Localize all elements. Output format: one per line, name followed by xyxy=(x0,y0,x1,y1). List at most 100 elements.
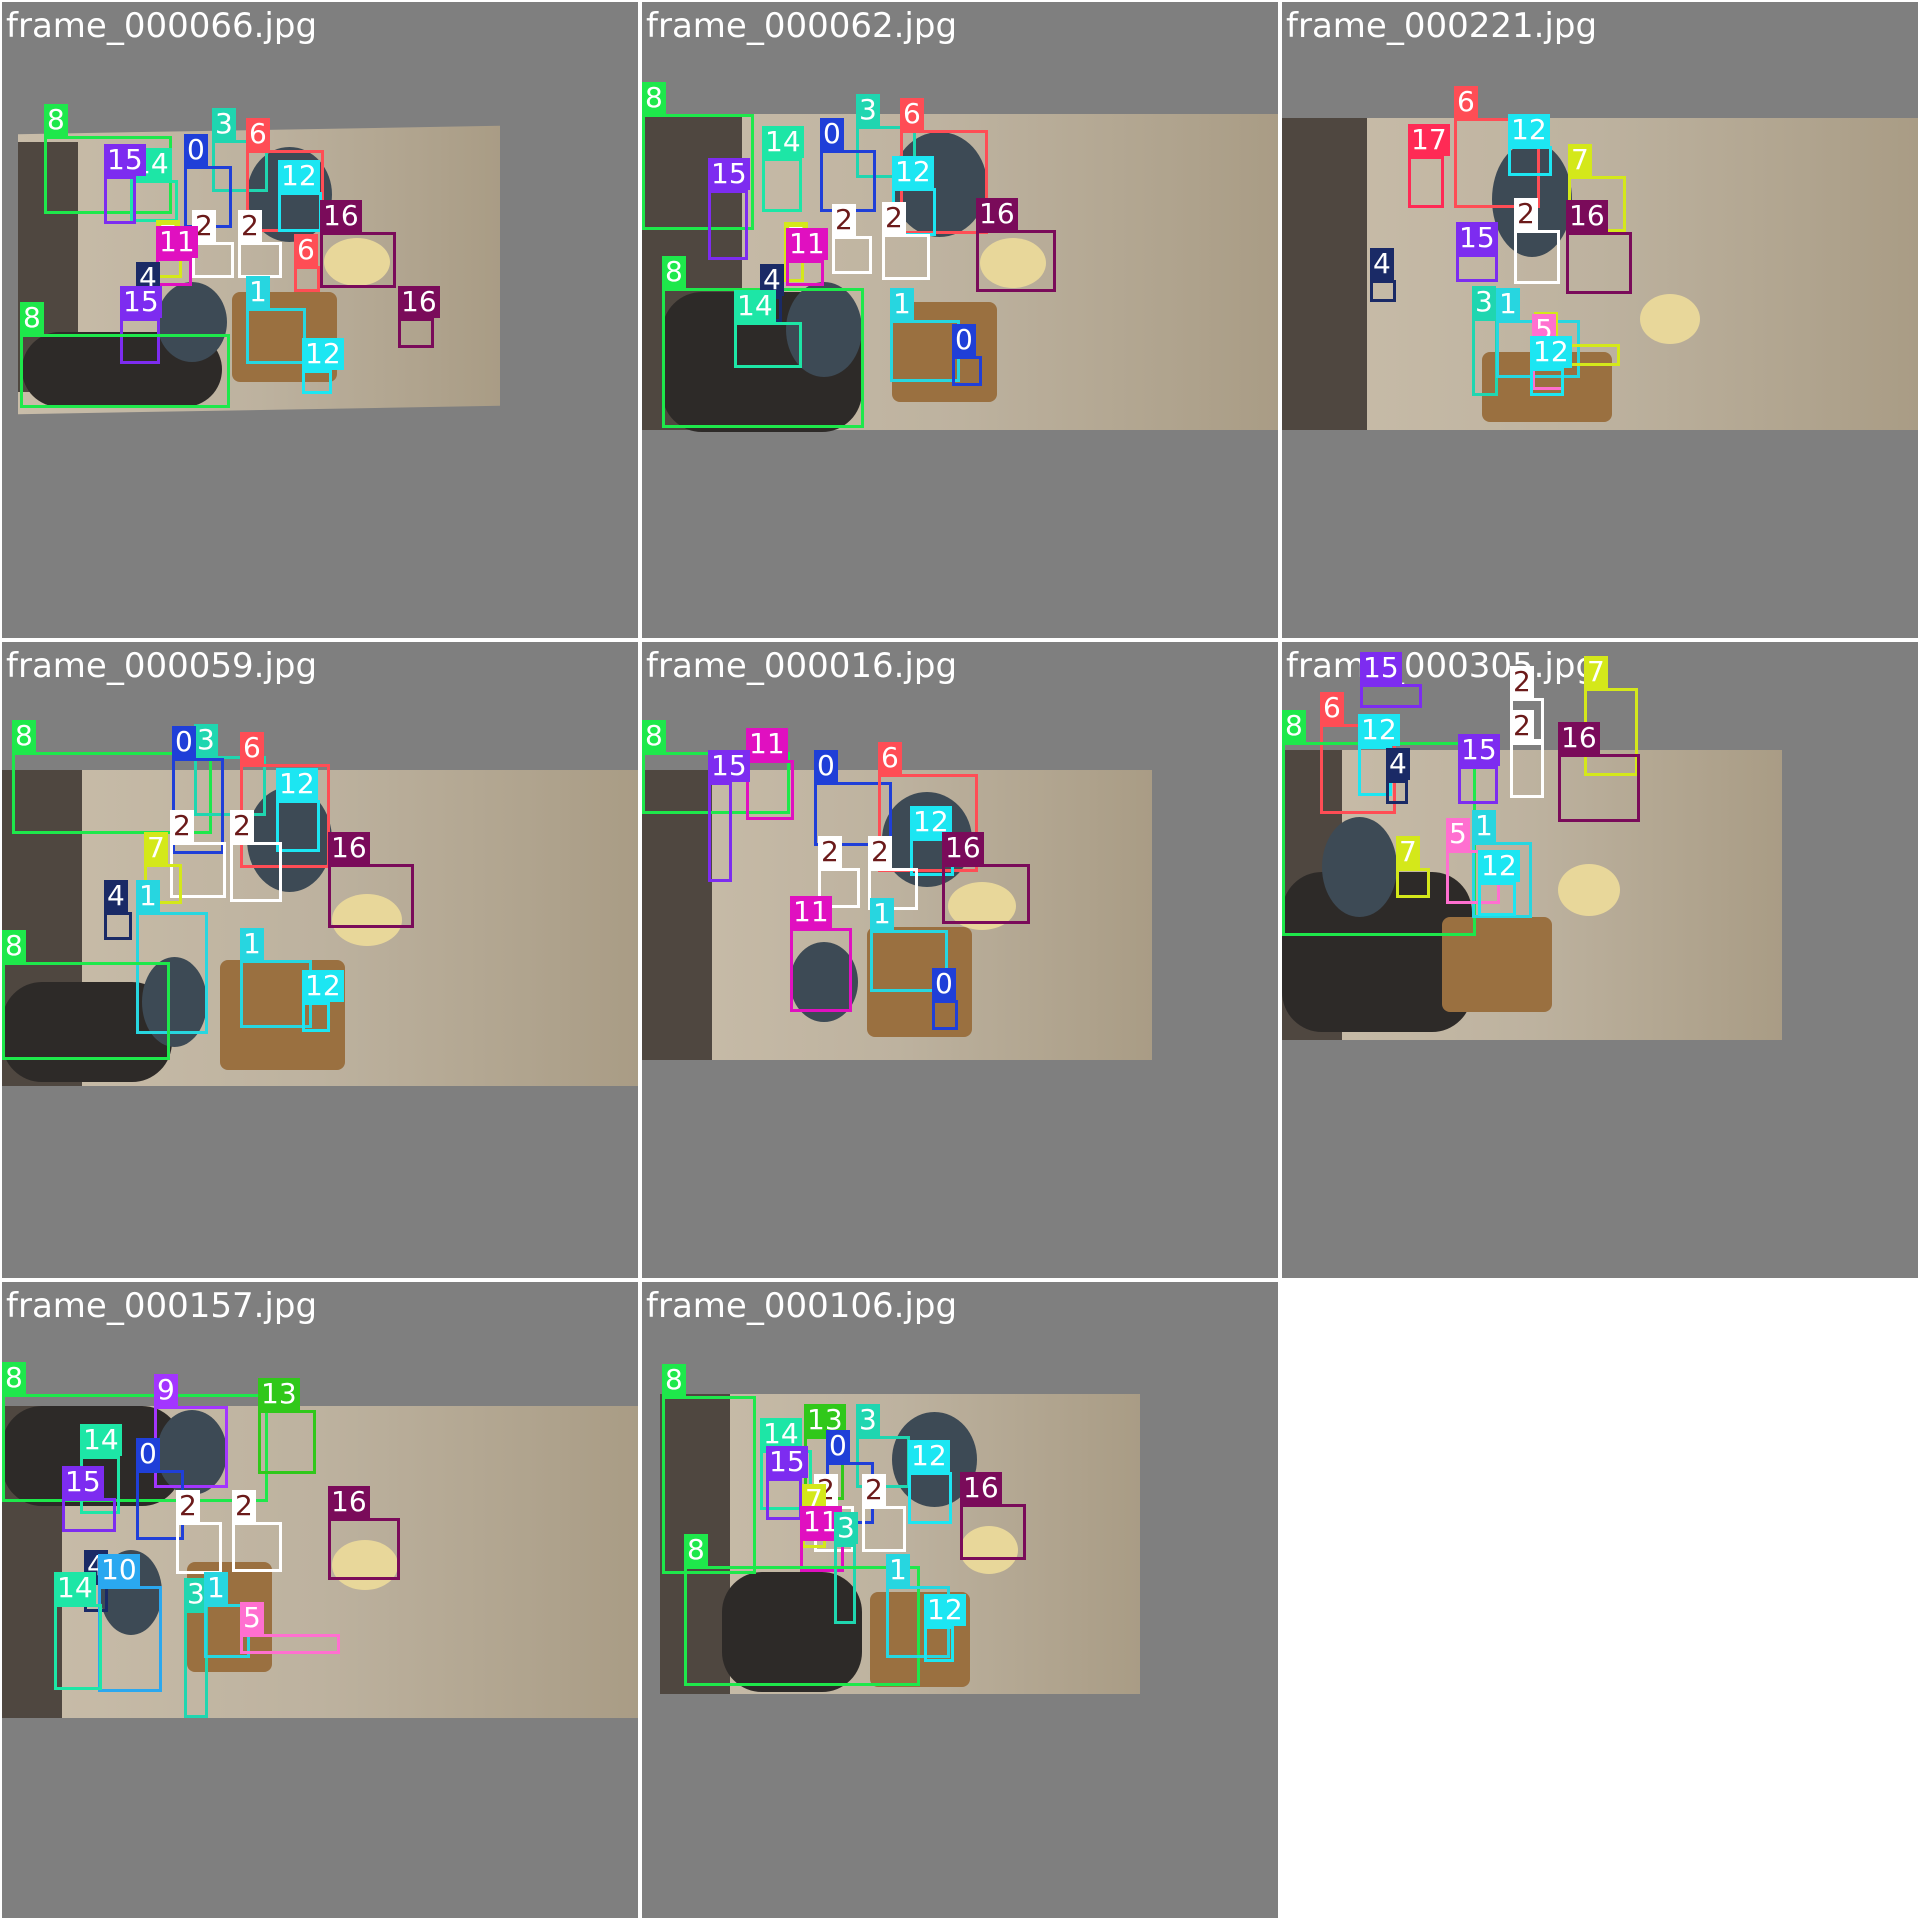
detection-box xyxy=(870,930,948,992)
detection-label: 8 xyxy=(1282,710,1306,742)
detection-label: 3 xyxy=(856,94,880,126)
detection-box xyxy=(258,1410,316,1474)
detection-label: 0 xyxy=(932,968,956,1000)
detection-box xyxy=(976,230,1056,292)
detection-label: 5 xyxy=(1446,818,1470,850)
frame-cell-4: frame_000059.jpg 8 3 6 0 12 16 2 2 7 4 1 8 1 12 xyxy=(2,642,638,1278)
detection-box xyxy=(1478,882,1516,916)
detection-label: 7 xyxy=(1568,144,1592,176)
detection-box xyxy=(12,752,212,834)
detection-label: 16 xyxy=(1558,722,1600,754)
detection-box xyxy=(1514,230,1560,284)
detection-box xyxy=(1458,766,1498,804)
detection-box xyxy=(278,192,322,232)
detection-label: 16 xyxy=(976,198,1018,230)
detection-label: 1 xyxy=(204,1572,228,1604)
detection-box xyxy=(642,114,754,230)
frame-photo-jug xyxy=(980,238,1046,288)
detection-box xyxy=(762,158,802,212)
detection-box xyxy=(1508,146,1552,176)
detection-box xyxy=(942,864,1030,924)
detection-box xyxy=(882,234,930,280)
detection-box xyxy=(136,912,208,1034)
detection-box xyxy=(1472,318,1498,396)
detection-label: 8 xyxy=(12,720,36,752)
detection-label: 5 xyxy=(240,1602,264,1634)
detection-label: 8 xyxy=(642,82,666,114)
detection-label: 0 xyxy=(184,134,208,166)
detection-box xyxy=(328,1518,400,1580)
detection-label: 0 xyxy=(826,1430,850,1462)
detection-box xyxy=(834,1544,856,1624)
frame-cell-7: frame_000157.jpg 8 9 13 14 0 15 2 2 16 4 10 14 3 1 5 xyxy=(2,1282,638,1918)
detection-box xyxy=(734,322,802,368)
detection-label: 17 xyxy=(1408,124,1450,156)
empty-tile xyxy=(1280,1280,1920,1920)
detection-label: 6 xyxy=(1454,86,1478,118)
detection-label: 1 xyxy=(890,288,914,320)
detection-box xyxy=(2,962,170,1060)
frame-photo-jug xyxy=(1640,294,1700,344)
detection-label: 15 xyxy=(708,158,750,190)
frame-filename: frame_000305.jpg xyxy=(1286,646,1598,686)
detection-box xyxy=(684,1566,920,1686)
detection-box xyxy=(98,1586,162,1692)
frame-photo-jug xyxy=(324,238,390,286)
detection-box xyxy=(766,1478,802,1520)
detection-label: 16 xyxy=(960,1472,1002,1504)
detection-label: 12 xyxy=(302,338,344,370)
detection-label: 2 xyxy=(192,210,216,242)
detection-label: 7 xyxy=(1396,836,1420,868)
detection-label: 11 xyxy=(790,896,832,928)
detection-label: 3 xyxy=(212,108,236,140)
detection-label: 6 xyxy=(240,732,264,764)
detection-label: 1 xyxy=(1496,288,1520,320)
detection-box xyxy=(1360,684,1422,708)
detection-label: 2 xyxy=(818,836,842,868)
detection-label: 15 xyxy=(120,286,162,318)
detection-label: 16 xyxy=(398,286,440,318)
detection-box xyxy=(240,1634,340,1654)
detection-box xyxy=(398,318,434,348)
frame-photo-plate xyxy=(1322,817,1397,917)
detection-box xyxy=(170,842,226,898)
frame-cell-3: frame_000221.jpg 617127216154317512 xyxy=(1282,2,1918,638)
detection-box xyxy=(302,370,332,394)
detection-box xyxy=(192,242,234,278)
detection-box xyxy=(302,1002,330,1032)
detection-box xyxy=(1510,742,1544,798)
detection-label: 14 xyxy=(762,126,804,158)
detection-label: 4 xyxy=(760,264,784,296)
detection-label: 14 xyxy=(54,1572,96,1604)
detection-label: 3 xyxy=(184,1578,208,1610)
detection-label: 15 xyxy=(62,1466,104,1498)
detection-label: 4 xyxy=(1370,248,1394,280)
detection-label: 12 xyxy=(1530,336,1572,368)
frame-filename: frame_000016.jpg xyxy=(646,646,958,686)
detection-label: 13 xyxy=(804,1404,846,1436)
detection-label: 1 xyxy=(136,880,160,912)
frame-photo-jug xyxy=(332,894,402,946)
detection-label: 6 xyxy=(294,234,318,266)
detection-box xyxy=(832,236,872,274)
detection-box xyxy=(908,1472,952,1524)
frame-cell-6: frame_000305.jpg 15 7 2 2 16 6 8 12 15 4 1 5 7 12 xyxy=(1282,642,1918,1278)
detection-box xyxy=(246,308,306,364)
detection-label: 16 xyxy=(320,200,362,232)
frame-filename: frame_000062.jpg xyxy=(646,6,958,46)
detection-label: 8 xyxy=(2,1362,26,1394)
frame-photo-person xyxy=(722,1572,862,1692)
detection-label: 14 xyxy=(734,290,776,322)
detection-box xyxy=(54,1604,102,1690)
detection-box xyxy=(120,318,160,364)
detection-box xyxy=(232,1522,282,1572)
detection-box xyxy=(1456,254,1498,282)
frame-photo-plate xyxy=(157,282,227,362)
detection-label: 6 xyxy=(900,98,924,130)
detection-label: 12 xyxy=(1508,114,1550,146)
detection-label: 12 xyxy=(908,1440,950,1472)
detection-box xyxy=(708,782,732,882)
detection-label: 8 xyxy=(2,930,26,962)
detection-box xyxy=(156,258,192,286)
detection-label: 16 xyxy=(942,832,984,864)
